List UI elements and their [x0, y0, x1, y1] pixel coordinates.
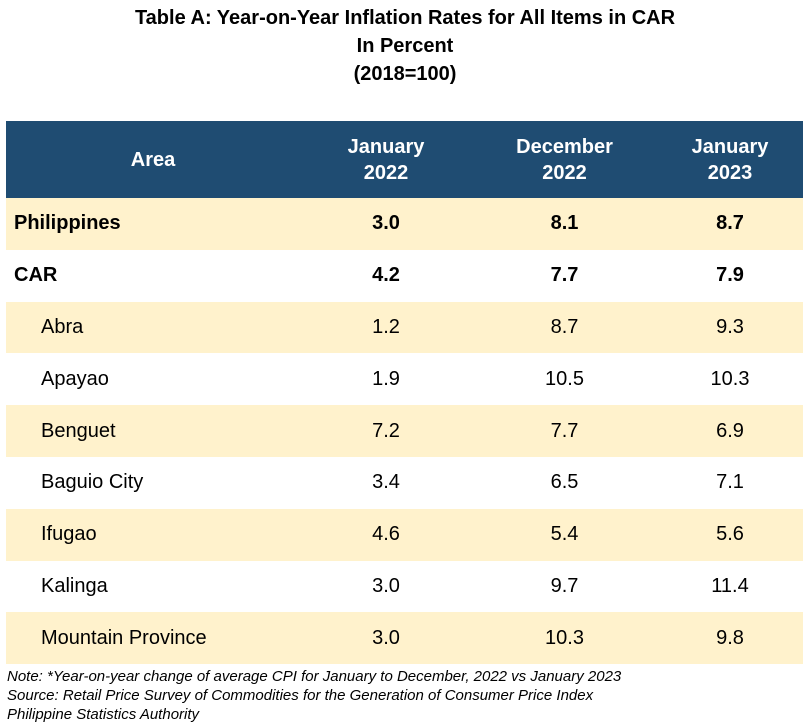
cell-jan-2023: 11.4	[711, 574, 749, 597]
table-row: Apayao 1.9 10.5 10.3	[6, 353, 803, 406]
note-text: Note: *Year-on-year change of average CP…	[7, 668, 622, 685]
table-notes: Note: *Year-on-year change of average CP…	[7, 667, 621, 724]
row-area: Mountain Province	[41, 626, 207, 649]
cell-dec-2022: 7.7	[550, 264, 579, 287]
cell-jan-2023: 10.3	[710, 367, 750, 390]
cell-jan-2022: 4.6	[372, 523, 400, 546]
table-title: Table A: Year-on-Year Inflation Rates fo…	[134, 7, 676, 29]
cell-jan-2022: 3.0	[372, 212, 400, 235]
cell-jan-2022: 3.4	[372, 471, 400, 494]
table-row: Kalinga 3.0 9.7 11.4	[6, 560, 803, 613]
row-area: Ifugao	[41, 523, 97, 546]
cell-dec-2022: 7.7	[550, 419, 579, 442]
table-header-row: Area January 2022 December 2022 January 202…	[6, 121, 803, 198]
row-area: Baguio City	[41, 471, 144, 494]
cell-jan-2023: 6.9	[716, 419, 744, 442]
table-row: Philippines 3.0 8.1 8.7	[6, 198, 803, 250]
cell-dec-2022: 6.5	[550, 471, 579, 494]
cell-dec-2022: 5.4	[550, 523, 579, 546]
cell-jan-2022: 1.9	[372, 367, 400, 390]
table-subtitle-unit: In Percent	[356, 35, 454, 57]
table-row: Mountain Province 3.0 10.3 9.8	[6, 612, 803, 665]
cell-jan-2022: 4.2	[372, 264, 400, 287]
row-area: CAR	[14, 264, 58, 287]
header-jan-2023: January 2023	[691, 135, 769, 184]
header-dec-2022: December 2022	[516, 135, 613, 184]
agency-text: Philippine Statistics Authority	[7, 706, 200, 723]
source-text: Source: Retail Price Survey of Commoditi…	[7, 687, 594, 704]
cell-jan-2023: 9.3	[716, 315, 744, 338]
cell-dec-2022: 10.5	[545, 367, 584, 390]
cell-jan-2023: 5.6	[716, 523, 744, 546]
cell-jan-2023: 9.8	[716, 626, 744, 649]
cell-dec-2022: 9.7	[550, 574, 579, 597]
row-area: Philippines	[14, 212, 121, 235]
cell-jan-2023: 7.1	[716, 471, 744, 494]
row-area: Abra	[41, 315, 84, 338]
cell-jan-2022: 1.2	[372, 315, 400, 338]
table-subtitle-base-year: (2018=100)	[353, 63, 457, 85]
cell-jan-2022: 3.0	[372, 574, 400, 597]
table-row: CAR 4.2 7.7 7.9	[6, 249, 803, 302]
inflation-table: Area January 2022 December 2022 January 202…	[6, 121, 803, 665]
cell-dec-2022: 8.7	[550, 315, 579, 338]
cell-jan-2023: 7.9	[716, 264, 744, 287]
row-area: Kalinga	[41, 574, 108, 597]
header-jan-2022: January 2022	[347, 135, 425, 184]
cell-dec-2022: 8.1	[550, 212, 579, 235]
table-row: Benguet 7.2 7.7 6.9	[6, 405, 803, 457]
cell-dec-2022: 10.3	[545, 626, 584, 649]
row-area: Benguet	[41, 419, 116, 442]
table-row: Baguio City 3.4 6.5 7.1	[6, 456, 803, 509]
table-row: Ifugao 4.6 5.4 5.6	[6, 508, 803, 561]
cell-jan-2023: 8.7	[716, 212, 744, 235]
table-row: Abra 1.2 8.7 9.3	[6, 301, 803, 354]
header-area: Area	[130, 148, 176, 171]
cell-jan-2022: 3.0	[372, 626, 400, 649]
row-area: Apayao	[41, 367, 109, 390]
cell-jan-2022: 7.2	[372, 419, 400, 442]
